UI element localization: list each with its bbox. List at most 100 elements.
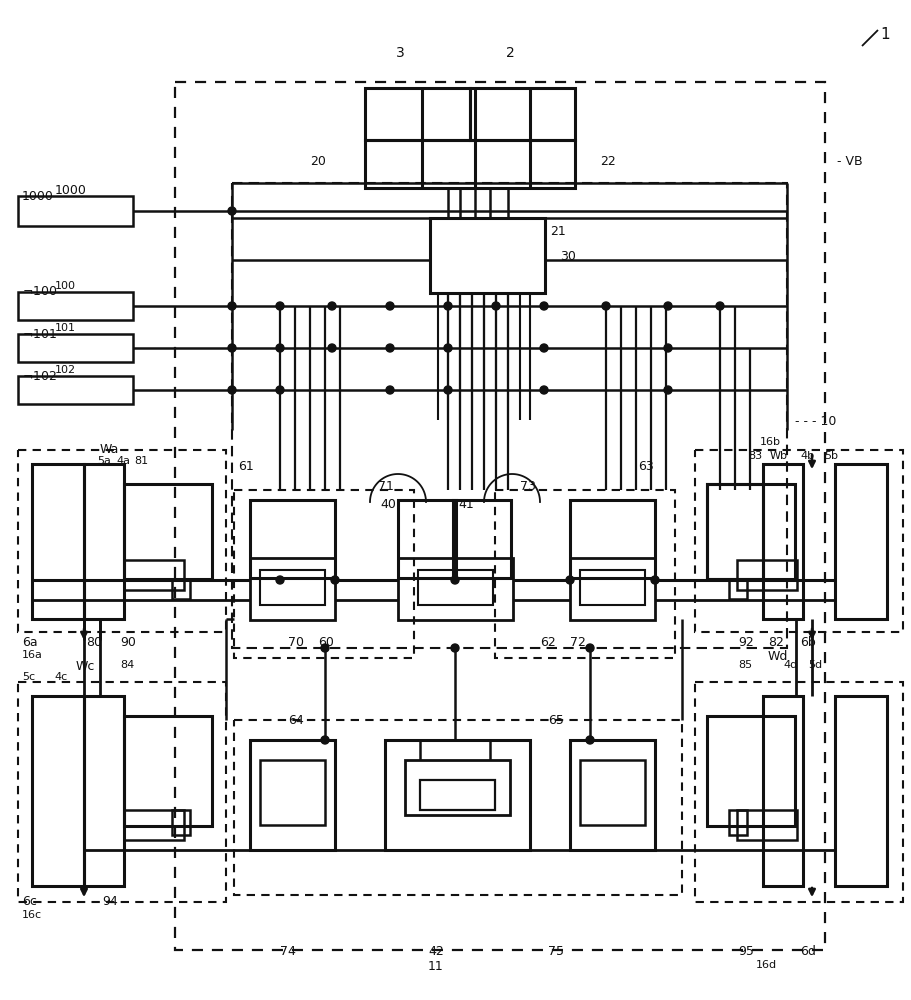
- Text: 11: 11: [428, 960, 444, 973]
- Text: 74: 74: [280, 945, 296, 958]
- Bar: [32, 464, 84, 619]
- Bar: [729, 579, 747, 599]
- Circle shape: [276, 344, 284, 352]
- Text: - - - 10: - - - 10: [795, 415, 836, 428]
- Circle shape: [664, 386, 672, 394]
- Text: 92: 92: [738, 636, 753, 649]
- Text: 64: 64: [288, 714, 303, 727]
- Bar: [695, 450, 903, 632]
- Circle shape: [331, 576, 339, 584]
- Circle shape: [276, 302, 284, 310]
- Bar: [124, 484, 212, 579]
- Circle shape: [228, 207, 236, 215]
- Bar: [234, 490, 414, 658]
- Circle shape: [228, 302, 236, 310]
- Text: 3: 3: [395, 46, 404, 60]
- Bar: [385, 740, 530, 850]
- Text: 1000: 1000: [22, 190, 54, 203]
- Circle shape: [321, 644, 329, 652]
- Text: 16b: 16b: [760, 437, 781, 447]
- Circle shape: [664, 302, 672, 310]
- Bar: [763, 696, 803, 886]
- Bar: [398, 558, 513, 620]
- Text: 41: 41: [458, 498, 474, 511]
- Text: 5b: 5b: [824, 451, 838, 461]
- Circle shape: [276, 576, 284, 584]
- Text: 5c: 5c: [22, 672, 36, 682]
- Text: 80: 80: [86, 636, 102, 649]
- Text: Wb: Wb: [770, 451, 788, 461]
- Text: 71: 71: [378, 480, 394, 493]
- Bar: [495, 490, 675, 658]
- Text: 30: 30: [560, 250, 576, 263]
- Text: 6c: 6c: [22, 895, 36, 908]
- Bar: [18, 376, 133, 404]
- Text: 63: 63: [638, 460, 654, 473]
- Circle shape: [451, 644, 459, 652]
- Circle shape: [444, 344, 452, 352]
- Text: 73: 73: [520, 480, 536, 493]
- Bar: [234, 720, 682, 895]
- Bar: [18, 196, 133, 226]
- Bar: [570, 740, 655, 850]
- Bar: [18, 450, 226, 632]
- Circle shape: [386, 302, 394, 310]
- Bar: [763, 464, 803, 619]
- Text: $\neg$102: $\neg$102: [22, 370, 57, 383]
- Circle shape: [540, 386, 548, 394]
- Text: 6d: 6d: [800, 945, 816, 958]
- Bar: [729, 810, 747, 835]
- Bar: [737, 560, 797, 590]
- Bar: [707, 484, 763, 579]
- Circle shape: [228, 344, 236, 352]
- Text: 4d: 4d: [783, 660, 797, 670]
- Bar: [430, 218, 545, 293]
- Text: 102: 102: [55, 365, 77, 375]
- Text: 62: 62: [540, 636, 556, 649]
- Text: 6a: 6a: [22, 636, 37, 649]
- Bar: [84, 696, 124, 886]
- Text: 65: 65: [548, 714, 564, 727]
- Circle shape: [566, 576, 574, 584]
- Bar: [172, 579, 190, 599]
- Bar: [260, 570, 325, 605]
- Bar: [124, 810, 184, 840]
- Bar: [365, 140, 575, 188]
- Text: Wd: Wd: [768, 650, 788, 663]
- Bar: [172, 810, 190, 835]
- Text: 81: 81: [134, 456, 148, 466]
- Text: 1: 1: [880, 27, 890, 42]
- Circle shape: [321, 736, 329, 744]
- Bar: [737, 810, 797, 840]
- Bar: [707, 484, 795, 579]
- Text: 21: 21: [550, 225, 566, 238]
- Circle shape: [651, 576, 659, 584]
- Text: 22: 22: [600, 155, 616, 168]
- Text: 90: 90: [120, 636, 136, 649]
- Circle shape: [586, 736, 594, 744]
- Text: 20: 20: [310, 155, 326, 168]
- Bar: [175, 82, 825, 950]
- Text: 70: 70: [288, 636, 304, 649]
- Bar: [835, 464, 887, 619]
- Bar: [18, 334, 133, 362]
- Text: 61: 61: [238, 460, 254, 473]
- Circle shape: [540, 344, 548, 352]
- Circle shape: [328, 302, 336, 310]
- Bar: [250, 740, 335, 850]
- Circle shape: [386, 344, 394, 352]
- Text: 42: 42: [428, 945, 444, 958]
- Text: 95: 95: [738, 945, 754, 958]
- Circle shape: [276, 386, 284, 394]
- Bar: [18, 682, 226, 902]
- Bar: [398, 500, 456, 578]
- Text: 100: 100: [55, 281, 76, 291]
- Circle shape: [716, 302, 724, 310]
- Bar: [570, 500, 655, 578]
- Circle shape: [386, 386, 394, 394]
- Bar: [420, 780, 495, 810]
- Text: 94: 94: [102, 895, 118, 908]
- Bar: [470, 88, 575, 140]
- Bar: [405, 760, 510, 815]
- Text: 1000: 1000: [55, 184, 87, 197]
